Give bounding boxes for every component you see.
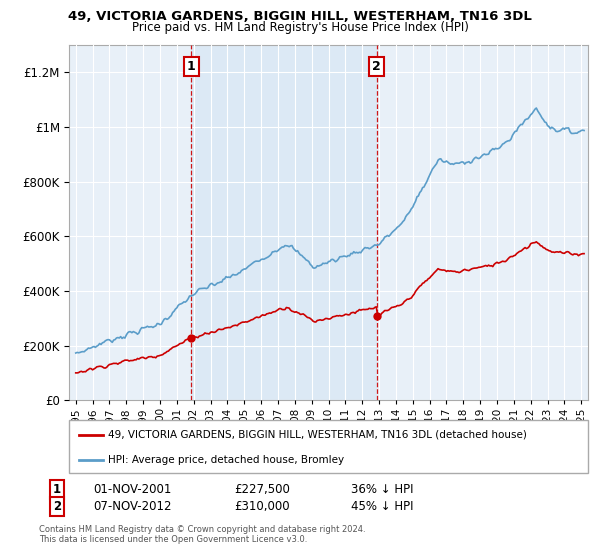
Text: 36% ↓ HPI: 36% ↓ HPI — [351, 483, 413, 496]
Text: Contains HM Land Registry data © Crown copyright and database right 2024.: Contains HM Land Registry data © Crown c… — [39, 525, 365, 534]
Text: HPI: Average price, detached house, Bromley: HPI: Average price, detached house, Brom… — [108, 455, 344, 465]
Text: £310,000: £310,000 — [234, 500, 290, 514]
Text: 49, VICTORIA GARDENS, BIGGIN HILL, WESTERHAM, TN16 3DL (detached house): 49, VICTORIA GARDENS, BIGGIN HILL, WESTE… — [108, 430, 527, 440]
Bar — [191, 45, 377, 400]
Text: 49, VICTORIA GARDENS, BIGGIN HILL, WESTERHAM, TN16 3DL: 49, VICTORIA GARDENS, BIGGIN HILL, WESTE… — [68, 10, 532, 23]
Text: This data is licensed under the Open Government Licence v3.0.: This data is licensed under the Open Gov… — [39, 535, 307, 544]
Text: 2: 2 — [53, 500, 61, 514]
Text: 01-NOV-2001: 01-NOV-2001 — [93, 483, 172, 496]
Text: Price paid vs. HM Land Registry's House Price Index (HPI): Price paid vs. HM Land Registry's House … — [131, 21, 469, 34]
Text: 2: 2 — [372, 60, 381, 73]
Text: £227,500: £227,500 — [234, 483, 290, 496]
Text: 1: 1 — [53, 483, 61, 496]
Text: 1: 1 — [187, 60, 196, 73]
FancyBboxPatch shape — [69, 420, 588, 473]
Text: 45% ↓ HPI: 45% ↓ HPI — [351, 500, 413, 514]
Text: 07-NOV-2012: 07-NOV-2012 — [93, 500, 172, 514]
